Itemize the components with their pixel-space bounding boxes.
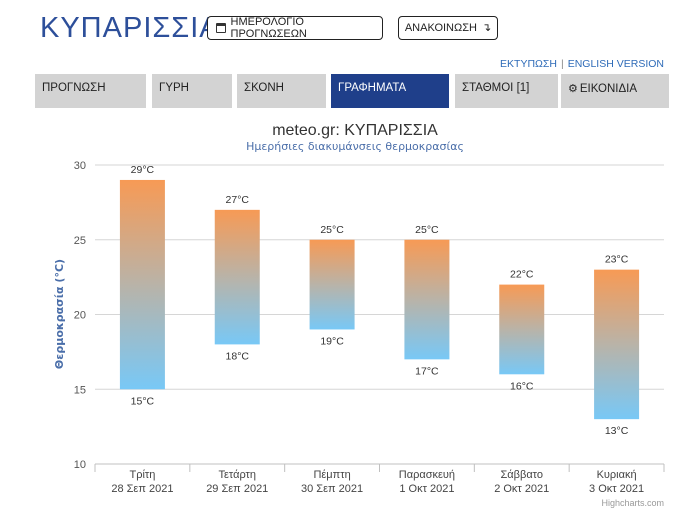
chart-credits[interactable]: Highcharts.com — [601, 498, 664, 508]
link-separator: | — [560, 58, 564, 70]
temperature-range-bar — [214, 209, 260, 345]
calendar-icon — [216, 23, 226, 33]
y-axis-title: Θερμοκρασία (°C) — [53, 259, 66, 369]
x-tick-date: 3 Οκτ 2021 — [589, 483, 644, 495]
x-tick-date: 1 Οκτ 2021 — [399, 483, 454, 495]
bars: 29°C 15°C 27°C 18°C 25°C 19°C 25°C 17°C 22°C 16°C… — [119, 164, 640, 437]
tab-label: ΓΡΑΦΗΜΑΤΑ — [338, 82, 407, 94]
low-temp-label: 18°C — [226, 350, 250, 362]
announcement-label: ΑΝΑΚΟΙΝΩΣΗ — [404, 22, 477, 34]
y-axis-ticks: 10 15 20 25 30 — [74, 160, 86, 471]
announcement-button[interactable]: ΑΝΑΚΟΙΝΩΣΗ ↴ — [398, 16, 498, 40]
x-tick-date: 2 Οκτ 2021 — [494, 483, 549, 495]
tab-charts[interactable]: ΓΡΑΦΗΜΑΤΑ — [331, 74, 449, 108]
chart-title: meteo.gr: ΚΥΠΑΡΙΣΣΙΑ — [272, 122, 438, 139]
low-temp-label: 19°C — [320, 335, 344, 347]
x-tick-date: 29 Σεπ 2021 — [206, 483, 268, 495]
low-temp-label: 17°C — [415, 365, 439, 377]
high-temp-label: 25°C — [415, 224, 439, 236]
tab-label: ΣΚΟΝΗ — [244, 82, 284, 94]
temperature-range-bar — [119, 179, 165, 390]
tab-widgets[interactable]: ⚙ ΕΙΚΟΝΙΔΙΑ — [561, 74, 669, 108]
high-temp-label: 25°C — [320, 224, 344, 236]
high-temp-label: 23°C — [605, 254, 629, 266]
tab-label: ΕΙΚΟΝΙΔΙΑ — [579, 83, 638, 95]
forecast-calendar-label: ΗΜΕΡΟΛΟΓΙΟ ΠΡΟΓΝΩΣΕΩΝ — [230, 16, 307, 40]
low-temp-label: 16°C — [510, 380, 534, 392]
x-tick-date: 28 Σεπ 2021 — [111, 483, 173, 495]
y-tick-label: 15 — [74, 384, 86, 396]
top-links: ΕΚΤΥΠΩΣΗ | ENGLISH VERSION — [500, 58, 664, 70]
temperature-range-bar — [404, 239, 450, 360]
y-tick-label: 20 — [74, 310, 86, 322]
high-temp-label: 22°C — [510, 269, 534, 281]
y-tick-label: 25 — [74, 235, 86, 247]
gear-icon: ⚙ — [568, 83, 578, 95]
temperature-range-bar — [594, 269, 640, 420]
tab-forecast[interactable]: ΠΡΟΓΝΩΣΗ — [35, 74, 146, 108]
x-axis: Τρίτη 28 Σεπ 2021 Τετάρτη 29 Σεπ 2021 Πέμπτη… — [94, 464, 665, 495]
english-version-link[interactable]: ENGLISH VERSION — [567, 58, 664, 70]
x-tick-day: Σάββατο — [501, 469, 543, 481]
x-tick-day: Τετάρτη — [218, 469, 256, 481]
low-temp-label: 15°C — [131, 395, 155, 407]
print-link[interactable]: ΕΚΤΥΠΩΣΗ — [500, 58, 557, 70]
high-temp-label: 29°C — [131, 164, 155, 176]
tab-label: ΠΡΟΓΝΩΣΗ — [42, 82, 106, 94]
tab-label: ΣΤΑΘΜΟΙ [1] — [462, 82, 530, 94]
x-tick-day: Παρασκευή — [399, 469, 455, 481]
tab-dust[interactable]: ΣΚΟΝΗ — [237, 74, 326, 108]
tab-pollen[interactable]: ΓΥΡΗ — [152, 74, 232, 108]
y-tick-label: 30 — [74, 160, 86, 172]
chart-subtitle: Ημερήσιες διακυμάνσεις θερμοκρασίας — [246, 140, 464, 153]
grid-lines — [95, 164, 664, 465]
tab-label: ΓΥΡΗ — [159, 82, 189, 94]
x-tick-day: Τρίτη — [129, 469, 155, 481]
x-tick-day: Κυριακή — [597, 469, 637, 481]
temperature-range-chart: meteo.gr: ΚΥΠΑΡΙΣΣΙΑ Ημερήσιες διακυμάνσ… — [53, 122, 665, 508]
site-title: ΚΥΠΑΡΙΣΣΙΑ — [40, 12, 220, 44]
forecast-calendar-button[interactable]: ΗΜΕΡΟΛΟΓΙΟ ΠΡΟΓΝΩΣΕΩΝ — [207, 16, 383, 40]
high-temp-label: 27°C — [226, 194, 250, 206]
x-tick-date: 30 Σεπ 2021 — [301, 483, 363, 495]
low-temp-label: 13°C — [605, 425, 629, 437]
y-tick-label: 10 — [74, 459, 86, 471]
temperature-range-bar — [309, 239, 355, 330]
x-tick-day: Πέμπτη — [313, 469, 350, 481]
tab-stations[interactable]: ΣΤΑΘΜΟΙ [1] — [455, 74, 558, 108]
arrow-down-icon: ↴ — [481, 21, 492, 34]
temperature-range-bar — [499, 284, 545, 375]
